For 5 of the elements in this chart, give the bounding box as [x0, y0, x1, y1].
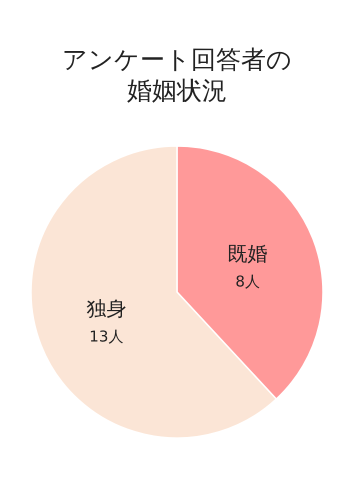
slice-label: 既婚 [228, 241, 268, 266]
chart-title: アンケート回答者の婚姻状況 [62, 45, 292, 105]
data-label: 13人 [89, 328, 124, 346]
slice-label: 独身 [86, 296, 126, 321]
data-label: 8人 [235, 272, 260, 290]
